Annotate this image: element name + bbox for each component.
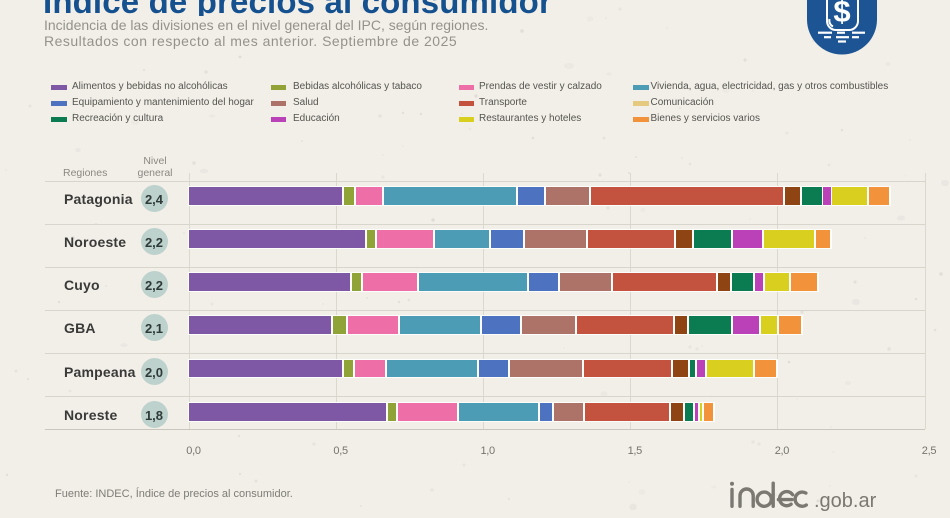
- svg-text:$: $: [833, 0, 850, 29]
- svg-text:.gob.ar: .gob.ar: [814, 490, 877, 512]
